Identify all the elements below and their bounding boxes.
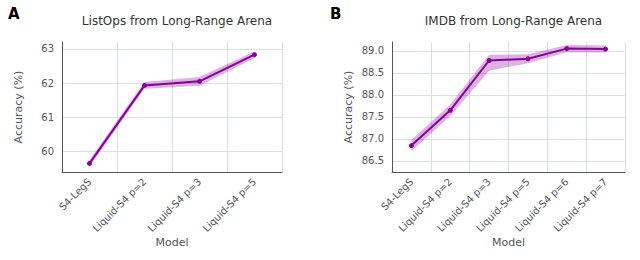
svg-text:Accuracy (%): Accuracy (%) — [12, 71, 25, 144]
svg-text:Liquid-S4 p=5: Liquid-S4 p=5 — [474, 176, 532, 234]
svg-text:S4-LegS: S4-LegS — [379, 176, 415, 212]
svg-text:A: A — [8, 5, 20, 23]
svg-text:86.5: 86.5 — [362, 155, 384, 166]
svg-text:89.0: 89.0 — [362, 45, 384, 56]
svg-text:63: 63 — [41, 43, 54, 54]
svg-text:Liquid-S4 p=6: Liquid-S4 p=6 — [512, 176, 571, 234]
svg-text:61: 61 — [41, 112, 54, 123]
svg-text:60: 60 — [41, 146, 54, 157]
svg-text:Model: Model — [155, 236, 188, 249]
svg-text:Liquid-S4 p=3: Liquid-S4 p=3 — [435, 176, 493, 234]
svg-text:S4-LegS: S4-LegS — [57, 176, 93, 212]
svg-text:Model: Model — [492, 236, 525, 249]
svg-text:87.5: 87.5 — [362, 111, 384, 122]
svg-text:IMDB from Long-Range Arena: IMDB from Long-Range Arena — [425, 14, 602, 28]
svg-text:Liquid-S4 p=7: Liquid-S4 p=7 — [552, 176, 610, 234]
svg-text:88.0: 88.0 — [362, 89, 384, 100]
svg-text:ListOps from Long-Range Arena: ListOps from Long-Range Arena — [82, 14, 272, 28]
svg-text:Liquid-S4 p=3: Liquid-S4 p=3 — [146, 176, 204, 234]
svg-text:Liquid-S4 p=2: Liquid-S4 p=2 — [91, 176, 149, 234]
svg-text:Accuracy (%): Accuracy (%) — [342, 71, 355, 144]
svg-text:B: B — [330, 5, 341, 23]
svg-text:62: 62 — [41, 78, 54, 89]
svg-text:Liquid-S4 p=2: Liquid-S4 p=2 — [396, 176, 455, 234]
svg-text:Liquid-S4 p=5: Liquid-S4 p=5 — [201, 176, 259, 234]
svg-text:87.0: 87.0 — [362, 133, 384, 144]
svg-text:88.5: 88.5 — [362, 67, 384, 78]
